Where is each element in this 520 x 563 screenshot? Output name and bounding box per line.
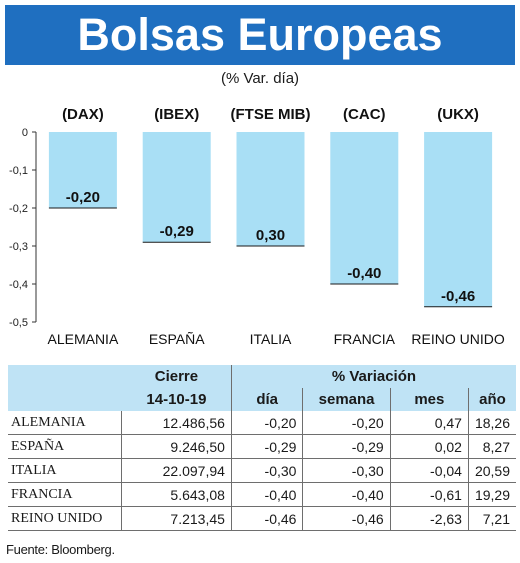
row-dia: -0,46 xyxy=(230,506,303,531)
category-label: REINO UNIDO xyxy=(411,331,504,347)
row-semana: -0,29 xyxy=(302,434,391,459)
data-label: -0,29 xyxy=(160,223,194,240)
row-cierre: 5.643,08 xyxy=(121,482,232,507)
data-table: Cierre % Variación 14-10-19 día semana m… xyxy=(8,365,516,531)
header-semana: semana xyxy=(302,388,391,411)
data-table-wrap: Cierre % Variación 14-10-19 día semana m… xyxy=(8,365,516,531)
bar xyxy=(424,132,493,307)
index-label: (IBEX) xyxy=(154,106,199,123)
row-dia: -0,30 xyxy=(230,458,303,483)
row-country: REINO UNIDO xyxy=(8,506,122,531)
row-semana: -0,40 xyxy=(302,482,391,507)
row-cierre: 9.246,50 xyxy=(121,434,232,459)
row-mes: -0,04 xyxy=(389,458,469,483)
header-blank-2 xyxy=(8,388,122,411)
index-label: (UKX) xyxy=(437,106,479,123)
y-tick-label: -0,3 xyxy=(9,241,28,253)
category-label: FRANCIA xyxy=(334,331,396,347)
category-label: ALEMANIA xyxy=(47,331,118,347)
row-country: ESPAÑA xyxy=(8,434,122,459)
row-dia: -0,20 xyxy=(230,411,303,435)
source-note: Fuente: Bloomberg. xyxy=(6,542,115,557)
index-label: (DAX) xyxy=(62,106,104,123)
table-row: ALEMANIA 12.486,56 -0,20 -0,20 0,47 18,2… xyxy=(8,411,516,435)
chart-subtitle: (% Var. día) xyxy=(220,70,300,87)
bar xyxy=(330,132,399,284)
row-mes: 0,47 xyxy=(389,411,469,435)
index-label: (CAC) xyxy=(343,106,386,123)
row-mes: 0,02 xyxy=(389,434,469,459)
header-dia: día xyxy=(230,388,303,411)
row-ano: 20,59 xyxy=(467,458,516,483)
row-ano: 18,26 xyxy=(467,411,516,435)
header-mes: mes xyxy=(389,388,469,411)
table-row: REINO UNIDO 7.213,45 -0,46 -0,46 -2,63 7… xyxy=(8,506,516,531)
index-label: (FTSE MIB) xyxy=(231,106,311,123)
row-mes: -0,61 xyxy=(389,482,469,507)
y-tick-label: -0,5 xyxy=(9,317,28,329)
row-country: ITALIA xyxy=(8,458,122,483)
row-semana: -0,30 xyxy=(302,458,391,483)
row-mes: -2,63 xyxy=(389,506,469,531)
header-cierre: Cierre xyxy=(121,365,232,388)
row-dia: -0,40 xyxy=(230,482,303,507)
row-cierre: 7.213,45 xyxy=(121,506,232,531)
row-dia: -0,29 xyxy=(230,434,303,459)
table-row: ESPAÑA 9.246,50 -0,29 -0,29 0,02 8,27 xyxy=(8,434,516,459)
bar-chart: (DAX) (IBEX) (FTSE MIB) (CAC) (UKX) 0 -0,1 -0,… xyxy=(9,106,505,347)
row-semana: -0,20 xyxy=(302,411,391,435)
y-tick-label: 0 xyxy=(22,127,28,139)
row-country: FRANCIA xyxy=(8,482,122,507)
row-ano: 7,21 xyxy=(467,506,516,531)
row-ano: 19,29 xyxy=(467,482,516,507)
bar xyxy=(236,132,305,246)
header-date: 14-10-19 xyxy=(121,388,232,411)
y-tick-label: -0,2 xyxy=(9,203,28,215)
table-row: FRANCIA 5.643,08 -0,40 -0,40 -0,61 19,29 xyxy=(8,482,516,507)
row-cierre: 12.486,56 xyxy=(121,411,232,435)
data-label: 0,30 xyxy=(256,227,285,244)
data-label: -0,46 xyxy=(441,288,475,305)
data-label: -0,20 xyxy=(66,189,100,206)
bar xyxy=(142,132,211,243)
category-label: ITALIA xyxy=(250,331,292,347)
header-variacion: % Variación xyxy=(230,365,516,388)
chart-title: Bolsas Europeas xyxy=(5,5,515,65)
data-label: -0,40 xyxy=(347,265,381,282)
header-ano: año xyxy=(467,388,516,411)
y-tick-label: -0,1 xyxy=(9,165,28,177)
row-country: ALEMANIA xyxy=(8,411,122,435)
bar xyxy=(48,132,117,208)
y-tick-label: -0,4 xyxy=(9,279,28,291)
table-row: ITALIA 22.097,94 -0,30 -0,30 -0,04 20,59 xyxy=(8,458,516,483)
row-ano: 8,27 xyxy=(467,434,516,459)
row-cierre: 22.097,94 xyxy=(121,458,232,483)
category-label: ESPAÑA xyxy=(149,331,205,347)
header-blank xyxy=(8,365,122,388)
row-semana: -0,46 xyxy=(302,506,391,531)
